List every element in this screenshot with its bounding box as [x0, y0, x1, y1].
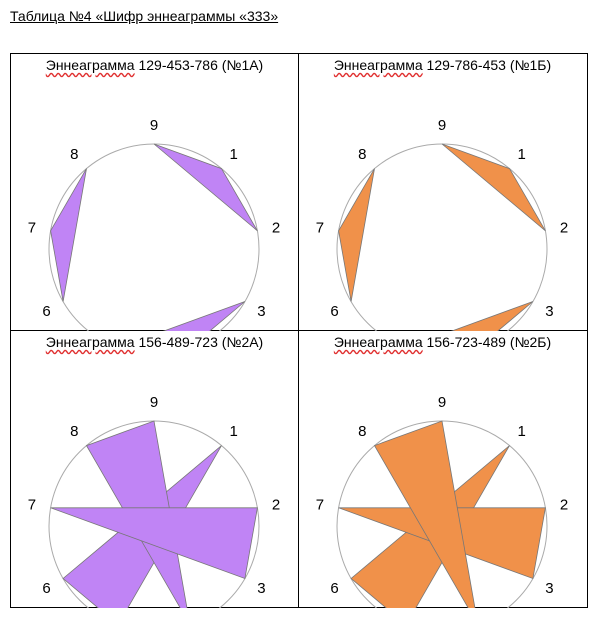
point-label-8: 8 — [70, 423, 78, 440]
triad-triangle — [450, 301, 534, 331]
point-label-9: 9 — [438, 117, 446, 134]
point-label-1: 1 — [518, 423, 526, 440]
triad-triangle — [338, 168, 375, 302]
point-label-7: 7 — [28, 497, 36, 514]
point-label-9: 9 — [438, 394, 446, 411]
enneagram-circle — [48, 143, 260, 331]
triad-triangle — [153, 143, 258, 232]
point-label-6: 6 — [42, 303, 50, 320]
enneagram-diagram: 123456789 — [28, 394, 280, 608]
point-label-8: 8 — [358, 146, 366, 163]
point-label-2: 2 — [272, 220, 280, 237]
enneagram-diagram: 123456789 — [316, 394, 568, 608]
point-label-6: 6 — [330, 303, 338, 320]
point-label-6: 6 — [42, 580, 50, 597]
point-label-7: 7 — [28, 220, 36, 237]
panel-title: Эннеаграмма 129-453-786 (№1А) — [45, 57, 264, 73]
enneagram-diagram: 123456789 — [316, 117, 568, 331]
triad-triangle — [162, 301, 246, 331]
enneagram-table: Эннеаграмма 129-453-786 (№1А) 123456789 … — [10, 53, 588, 608]
point-label-9: 9 — [150, 394, 158, 411]
triad-triangle — [373, 420, 476, 608]
point-label-8: 8 — [358, 423, 366, 440]
panel-2a: Эннеаграмма 156-489-723 (№2А) 123456789 — [11, 331, 298, 608]
point-label-1: 1 — [518, 146, 526, 163]
triad-triangle — [50, 507, 258, 580]
point-label-1: 1 — [230, 146, 238, 163]
point-label-6: 6 — [330, 580, 338, 597]
point-label-3: 3 — [257, 303, 265, 320]
point-label-9: 9 — [150, 117, 158, 134]
point-label-2: 2 — [272, 497, 280, 514]
point-label-3: 3 — [257, 580, 265, 597]
enneagram-diagram: 123456789 — [28, 117, 280, 331]
panel-1a: Эннеаграмма 129-453-786 (№1А) 123456789 — [11, 54, 298, 331]
triad-triangle — [441, 143, 546, 232]
table-horizontal-divider — [11, 330, 587, 331]
panel-title: Эннеаграмма 129-786-453 (№1Б) — [333, 57, 552, 73]
panel-title: Эннеаграмма 156-723-489 (№2Б) — [333, 334, 552, 350]
point-label-8: 8 — [70, 146, 78, 163]
point-label-3: 3 — [545, 580, 553, 597]
panel-title: Эннеаграмма 156-489-723 (№2А) — [45, 334, 264, 350]
point-label-2: 2 — [560, 497, 568, 514]
point-label-7: 7 — [316, 220, 324, 237]
point-label-1: 1 — [230, 423, 238, 440]
enneagram-circle — [336, 143, 548, 331]
point-label-2: 2 — [560, 220, 568, 237]
triad-triangle — [50, 168, 87, 302]
panel-1b: Эннеаграмма 129-786-453 (№1Б) 123456789 — [299, 54, 586, 331]
point-label-3: 3 — [545, 303, 553, 320]
point-label-7: 7 — [316, 497, 324, 514]
document-title: Таблица №4 «Шифр эннеаграммы «333» — [10, 8, 279, 24]
panel-2b: Эннеаграмма 156-723-489 (№2Б) 123456789 — [299, 331, 586, 608]
